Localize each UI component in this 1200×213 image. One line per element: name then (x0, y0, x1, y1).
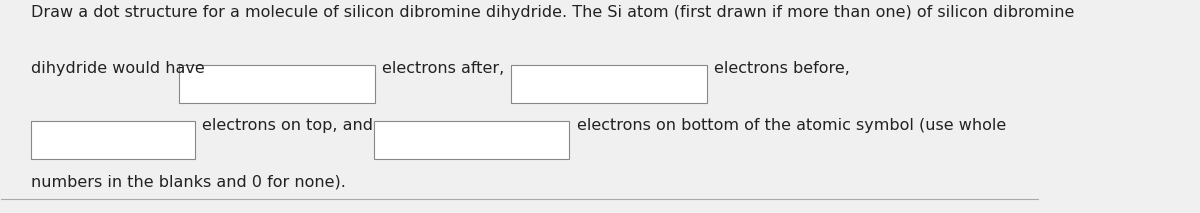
Text: dihydride would have: dihydride would have (31, 61, 205, 76)
FancyBboxPatch shape (373, 121, 570, 159)
Text: electrons after,: electrons after, (382, 61, 504, 76)
FancyBboxPatch shape (511, 65, 707, 103)
Text: electrons on top, and: electrons on top, and (203, 118, 373, 133)
FancyBboxPatch shape (179, 65, 374, 103)
FancyBboxPatch shape (31, 121, 194, 159)
Text: numbers in the blanks and 0 for none).: numbers in the blanks and 0 for none). (31, 174, 346, 189)
Text: Draw a dot structure for a molecule of silicon dibromine dihydride. The Si atom : Draw a dot structure for a molecule of s… (31, 5, 1074, 20)
Text: electrons before,: electrons before, (714, 61, 851, 76)
Text: electrons on bottom of the atomic symbol (use whole: electrons on bottom of the atomic symbol… (577, 118, 1006, 133)
